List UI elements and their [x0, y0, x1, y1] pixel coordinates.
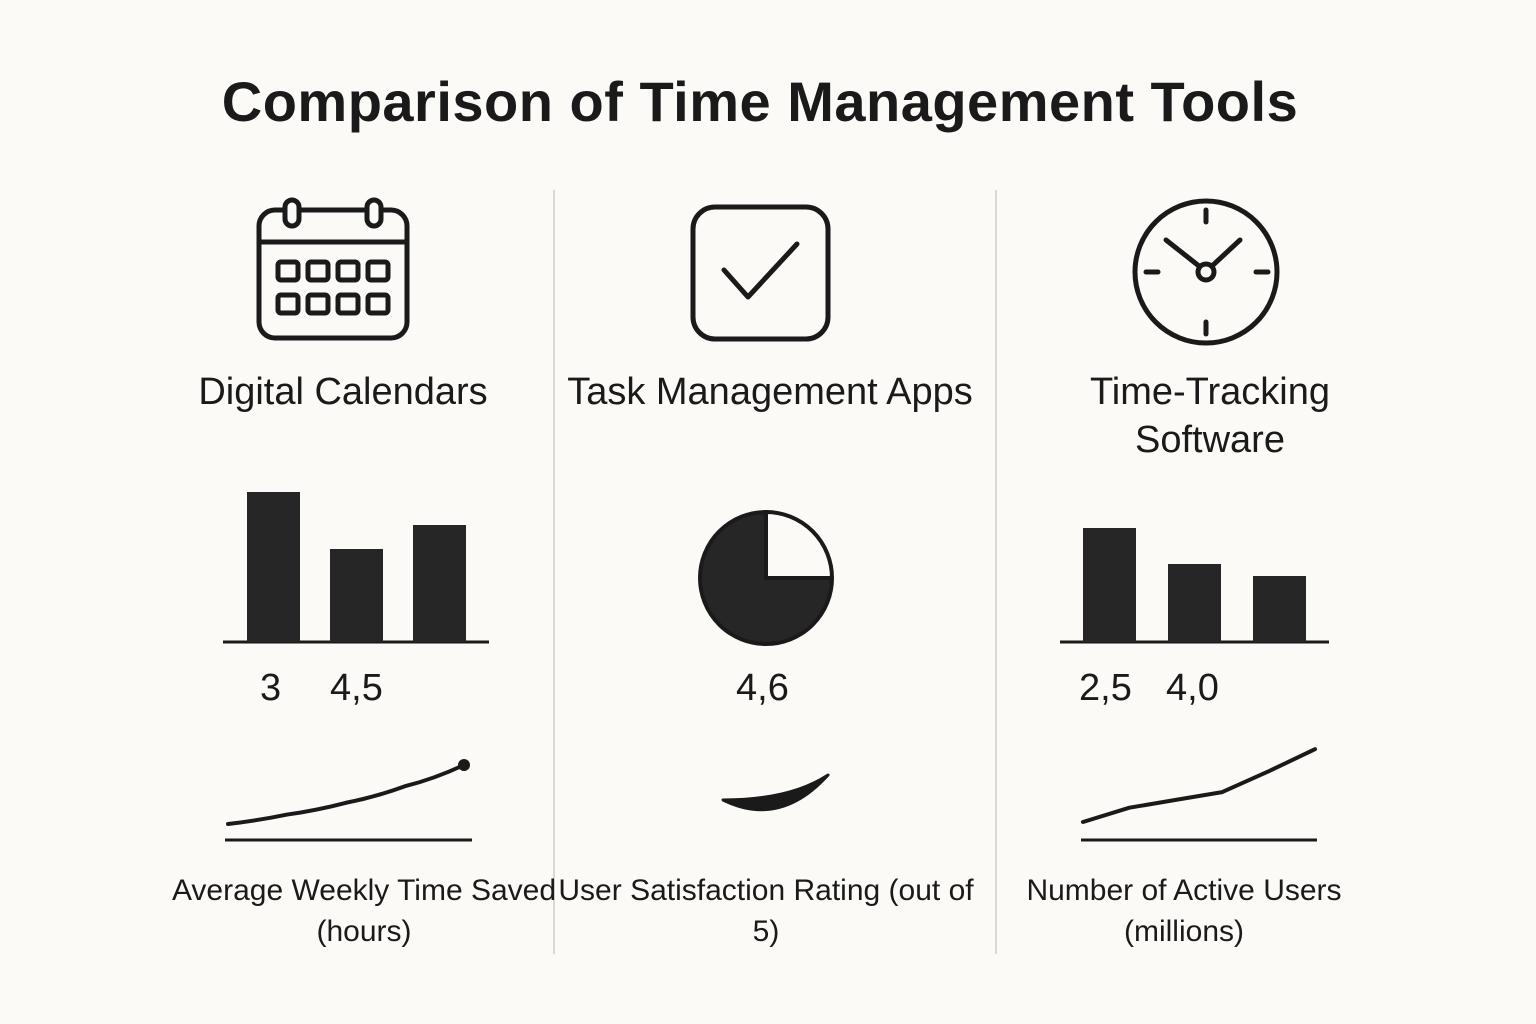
bar [413, 525, 466, 642]
column-title: Task Management Apps [567, 371, 973, 413]
chart-caption: User Satisfaction Rating (out of 5) [558, 874, 974, 948]
value-label: 4,5 [330, 667, 383, 709]
bar [1083, 528, 1136, 642]
column-divider [995, 190, 997, 954]
bar [1253, 576, 1306, 642]
value-label: 4,0 [1166, 667, 1219, 709]
bar [247, 492, 300, 642]
value-label: 4,6 [736, 667, 789, 709]
bar [330, 549, 383, 642]
pie-slice [698, 510, 834, 646]
value-label: 3 [260, 667, 282, 709]
value-label: 2,5 [1079, 667, 1132, 709]
smile-curve [721, 773, 830, 812]
column-title: Time-Tracking Software [1090, 371, 1330, 461]
series-line [1081, 747, 1317, 824]
calendar-icon [256, 197, 410, 341]
bar [1168, 564, 1221, 642]
line-end-marker [458, 759, 470, 771]
clock-icon [1132, 198, 1280, 346]
column-title: Digital Calendars [198, 371, 488, 413]
page-title: Comparison of Time Management Tools [221, 70, 1299, 133]
chart-caption: Number of Active Users (millions) [1026, 874, 1342, 948]
chart-caption: Average Weekly Time Saved (hours) [171, 874, 557, 948]
column-divider [553, 190, 555, 954]
checkbox-icon [690, 204, 831, 342]
pie-slice [764, 510, 834, 580]
series-line [226, 763, 466, 826]
